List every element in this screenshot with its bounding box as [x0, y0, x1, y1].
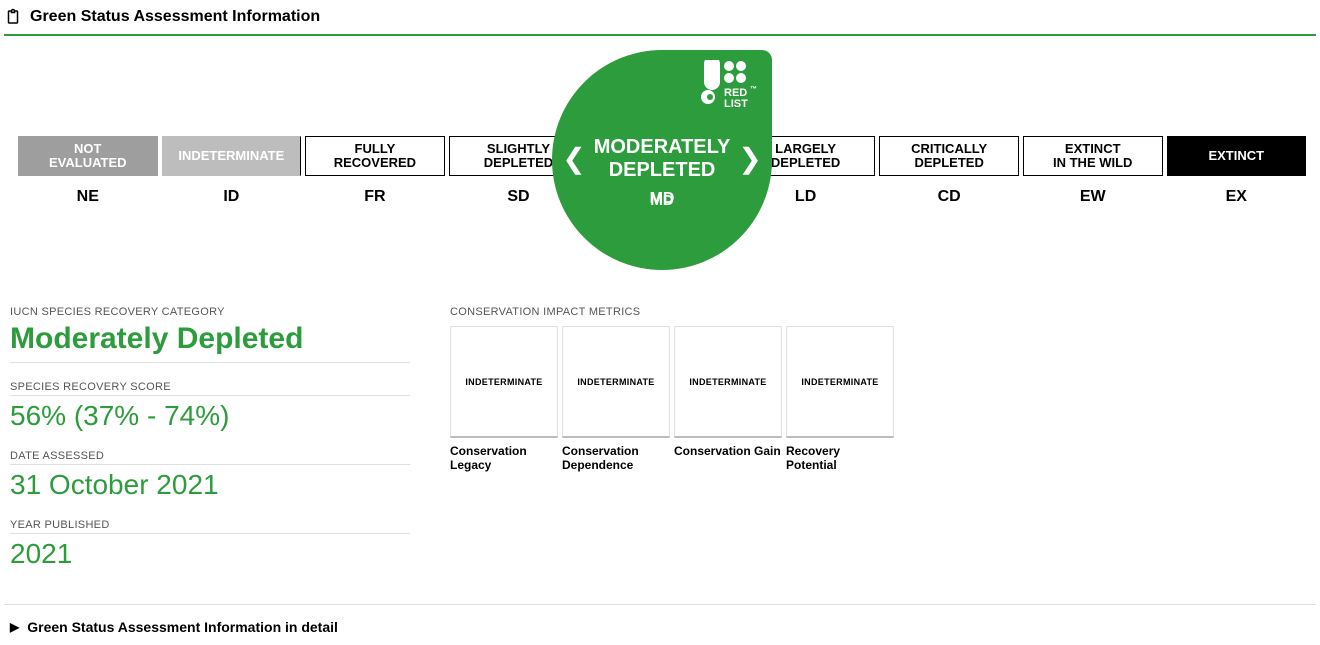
divider-accent	[4, 34, 1316, 36]
scale-cell-ew[interactable]: EXTINCTIN THE WILD EW	[1023, 136, 1163, 208]
scale-code: ID	[223, 188, 239, 206]
svg-text:™: ™	[750, 86, 757, 93]
metric-card: INDETERMINATE Conservation Legacy	[450, 326, 558, 473]
metric-status: INDETERMINATE	[450, 326, 558, 438]
score-value: 56% (37% - 74%)	[10, 400, 410, 432]
scale-box: EXTINCT	[1167, 136, 1307, 176]
status-badge-label: MODERATELYDEPLETED	[594, 136, 731, 182]
detail-expand-link[interactable]: ▶ Green Status Assessment Information in…	[4, 604, 1316, 641]
svg-text:LIST: LIST	[724, 98, 748, 110]
metric-title: Conservation Dependence	[562, 444, 670, 473]
scale-cell-ex[interactable]: EXTINCT EX	[1167, 136, 1307, 208]
metrics-section-label: CONSERVATION IMPACT METRICS	[450, 306, 1310, 318]
score-label: SPECIES RECOVERY SCORE	[10, 381, 410, 396]
metric-title: Recovery Potential	[786, 444, 894, 473]
scale-prev-button[interactable]: ❮	[562, 143, 585, 175]
scale-box: EXTINCTIN THE WILD	[1023, 136, 1163, 176]
metric-card: INDETERMINATE Conservation Dependence	[562, 326, 670, 473]
metric-status: INDETERMINATE	[674, 326, 782, 438]
page-title: Green Status Assessment Information	[30, 8, 320, 26]
scale-cell-cd[interactable]: CRITICALLYDEPLETED CD	[879, 136, 1019, 208]
date-assessed-label: DATE ASSESSED	[10, 450, 410, 465]
scale-code: FR	[364, 188, 385, 206]
metric-status: INDETERMINATE	[562, 326, 670, 438]
scale-box: CRITICALLYDEPLETED	[879, 136, 1019, 176]
scale-cell-ne[interactable]: NOTEVALUATED NE	[18, 136, 158, 208]
scale-code: MD	[650, 190, 675, 208]
chevron-right-icon: ▶	[10, 620, 19, 634]
metric-card: INDETERMINATE Recovery Potential	[786, 326, 894, 473]
scale-box: FULLYRECOVERED	[305, 136, 445, 176]
scale-next-button[interactable]: ❯	[738, 143, 761, 175]
scale-cell-id[interactable]: INDETERMINATE ID	[162, 136, 302, 208]
detail-link-label: Green Status Assessment Information in d…	[27, 619, 338, 635]
metric-status: INDETERMINATE	[786, 326, 894, 438]
scale-code: SD	[507, 188, 529, 206]
status-badge: RED LIST ™ ❮ MODERATELYDEPLETED ❯ MD	[552, 50, 772, 270]
metric-card: INDETERMINATE Conservation Gain	[674, 326, 782, 473]
metric-title: Conservation Legacy	[450, 444, 558, 473]
scale-code: EX	[1226, 188, 1247, 206]
year-published-label: YEAR PUBLISHED	[10, 519, 410, 534]
category-value: Moderately Depleted	[10, 322, 410, 356]
date-assessed-value: 31 October 2021	[10, 469, 410, 501]
metric-title: Conservation Gain	[674, 444, 782, 458]
category-label: IUCN SPECIES RECOVERY CATEGORY	[10, 306, 410, 318]
scale-code: NE	[77, 188, 99, 206]
scale-box: NOTEVALUATED	[18, 136, 158, 176]
scale-cell-fr[interactable]: FULLYRECOVERED FR	[305, 136, 445, 208]
clipboard-icon	[4, 8, 22, 26]
scale-code: LD	[795, 188, 816, 206]
year-published-value: 2021	[10, 538, 410, 570]
scale-box: INDETERMINATE	[162, 136, 302, 176]
scale-code: CD	[938, 188, 961, 206]
status-scale: NOTEVALUATED NE INDETERMINATE ID FULLYRECOVE…	[4, 50, 1316, 270]
scale-code: EW	[1080, 188, 1106, 206]
